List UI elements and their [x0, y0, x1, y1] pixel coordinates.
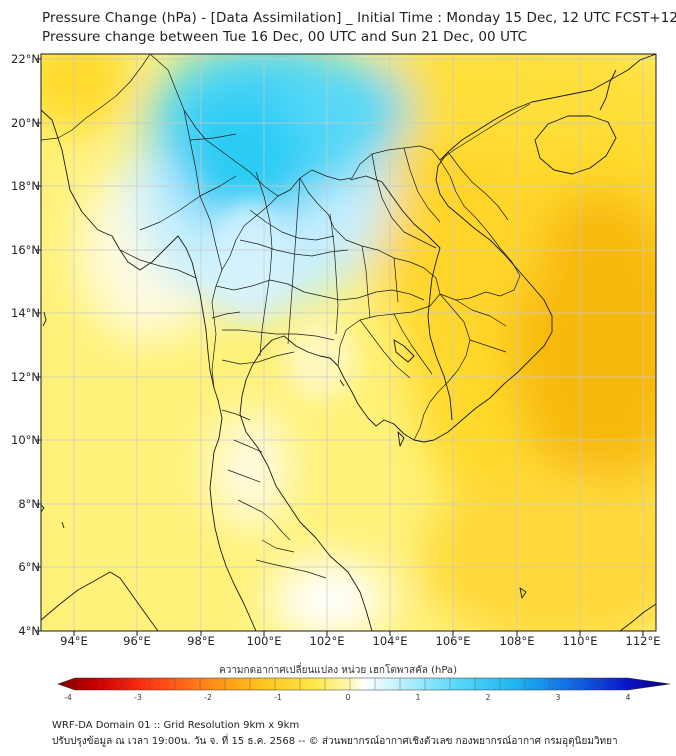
mekong-river — [349, 175, 453, 421]
colorbar-tick: -2 — [204, 693, 212, 702]
map-title: Pressure Change (hPa) - [Data Assimilati… — [42, 10, 676, 26]
lat-label-4n: 4°N — [18, 624, 40, 638]
andaman-islands — [42, 311, 47, 327]
lon-label-110e: 110°E — [562, 634, 598, 648]
colorbar-tick: -3 — [134, 693, 142, 702]
border-thai-malaysia — [237, 499, 291, 541]
coastline-west — [41, 109, 257, 631]
coastline-gulf — [239, 54, 656, 631]
model-info: WRF-DA Domain 01 :: Grid Resolution 9km … — [52, 720, 300, 731]
lat-label-22n: 22°N — [11, 52, 40, 66]
lat-label-20n: 20°N — [11, 116, 40, 130]
colorbar-tick: 2 — [485, 693, 491, 702]
borneo-coast — [619, 603, 656, 631]
lat-label-18n: 18°N — [11, 179, 40, 193]
border-cambodia-vietnam — [413, 293, 471, 441]
lon-label-112e: 112°E — [625, 634, 661, 648]
graticule — [41, 54, 656, 631]
border-china-vietnam — [439, 103, 531, 161]
lon-label-94e: 94°E — [60, 634, 88, 648]
lon-label-102e: 102°E — [309, 634, 345, 648]
lon-label-106e: 106°E — [435, 634, 471, 648]
tonle-sap — [393, 339, 415, 363]
natuna-islands — [519, 587, 527, 599]
lon-label-98e: 98°E — [187, 634, 215, 648]
border-thai-cambodia — [337, 305, 431, 367]
map-frame — [40, 53, 657, 632]
update-credit: ปรับปรุงข้อมูล ณ เวลา 19:00น. วัน จ. ที่… — [52, 736, 618, 747]
border-myanmar-north — [149, 54, 353, 197]
border-laos-vietnam — [439, 159, 521, 301]
hainan-coast — [534, 115, 617, 175]
sumatra-coast — [41, 571, 159, 631]
colorbar-tick: 1 — [415, 693, 421, 702]
lon-label-96e: 96°E — [123, 634, 151, 648]
lat-label-8n: 8°N — [18, 497, 40, 511]
axis-ticks — [36, 58, 644, 636]
boundaries — [41, 54, 656, 631]
lat-label-10n: 10°N — [11, 433, 40, 447]
colorbar-tick: 3 — [555, 693, 561, 702]
colorbar-tick: 0 — [345, 693, 351, 702]
colorbar-tick: 4 — [625, 693, 631, 702]
lon-label-108e: 108°E — [499, 634, 535, 648]
colorbar-bar — [57, 677, 671, 691]
lat-label-12n: 12°N — [11, 370, 40, 384]
border-thai-myanmar — [211, 195, 279, 389]
lon-label-104e: 104°E — [372, 634, 408, 648]
lat-label-6n: 6°N — [18, 560, 40, 574]
colorbar-tick: -1 — [274, 693, 282, 702]
lon-label-100e: 100°E — [246, 634, 282, 648]
lat-label-16n: 16°N — [11, 243, 40, 257]
colorbar-title: ความกดอากาศเปลี่ยนแปลง หน่วย เฮกโตพาสคัล… — [219, 665, 457, 676]
colorbar — [57, 677, 671, 691]
leizhou-coast — [599, 69, 617, 111]
borders — [41, 54, 531, 579]
colorbar-dividers — [99, 678, 601, 690]
lat-label-14n: 14°N — [11, 306, 40, 320]
border-thai-laos — [299, 177, 441, 307]
colorbar-tick: -4 — [64, 693, 72, 702]
map-subtitle: Pressure change between Tue 16 Dec, 00 U… — [42, 29, 528, 45]
